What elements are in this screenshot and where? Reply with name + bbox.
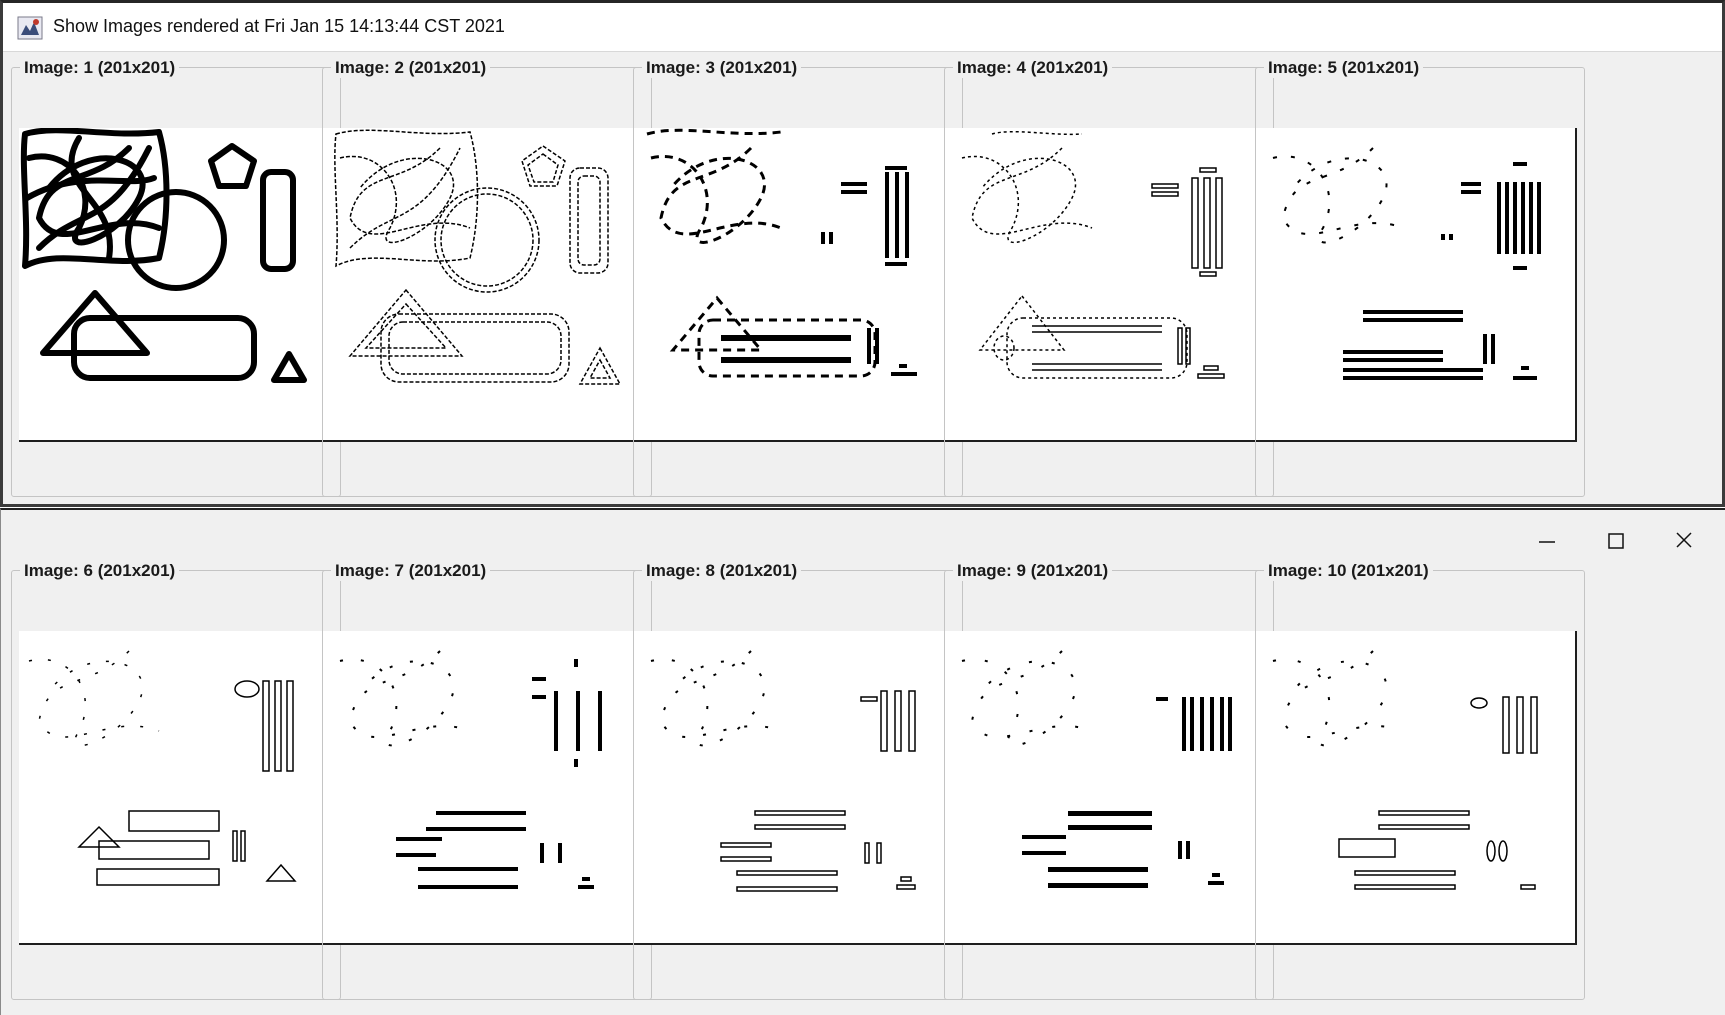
image-panel-title: Image: 9 (201x201) [953, 561, 1113, 581]
image-2-edges [334, 129, 622, 385]
image-canvas [641, 631, 955, 945]
image-panel-9: Image: 9 (201x201) [944, 561, 1274, 1000]
image-canvas [330, 128, 644, 442]
image-panel-title: Image: 4 (201x201) [953, 58, 1113, 78]
image-panel-title: Image: 1 (201x201) [20, 58, 180, 78]
maximize-button[interactable] [1583, 514, 1649, 556]
image-panel-title: Image: 2 (201x201) [331, 58, 491, 78]
image-panel-1: Image: 1 (201x201) [11, 58, 341, 497]
image-panel-2: Image: 2 (201x201) [322, 58, 652, 497]
image-8-edges [650, 650, 916, 892]
image-panel-title: Image: 10 (201x201) [1264, 561, 1433, 581]
image-3-edges [646, 128, 917, 378]
image-panel-title: Image: 6 (201x201) [20, 561, 180, 581]
image-canvas [1263, 128, 1577, 442]
image-canvas [19, 128, 333, 442]
image-4-edges [961, 130, 1225, 379]
image-canvas [952, 631, 1266, 945]
java-app-icon [17, 16, 43, 40]
minimize-icon [1539, 541, 1555, 543]
image-panel-3: Image: 3 (201x201) [633, 58, 963, 497]
image-panel-7: Image: 7 (201x201) [322, 561, 652, 1000]
image-panel-8: Image: 8 (201x201) [633, 561, 963, 1000]
image-9-edges [961, 650, 1232, 888]
minimize-button[interactable] [1514, 514, 1580, 556]
title-bar[interactable]: Show Images rendered at Fri Jan 15 14:13… [3, 3, 1722, 52]
image-7-edges [339, 650, 602, 889]
image-10-edges [1272, 650, 1538, 890]
image-viewer-window: Show Images rendered at Fri Jan 15 14:13… [0, 0, 1725, 507]
window-title: Show Images rendered at Fri Jan 15 14:13… [53, 16, 505, 36]
image-canvas [330, 631, 644, 945]
image-panel-4: Image: 4 (201x201) [944, 58, 1274, 497]
image-canvas [1263, 631, 1577, 945]
maximize-icon [1608, 533, 1624, 549]
image-panel-10: Image: 10 (201x201) [1255, 561, 1585, 1000]
image-panel-5: Image: 5 (201x201) [1255, 58, 1585, 497]
image-5-edges [1272, 147, 1541, 380]
image-viewer-window-2: Image: 6 (201x201) Image: 7 (201x201) [0, 508, 1725, 1015]
image-panel-title: Image: 8 (201x201) [642, 561, 802, 581]
image-1-shapes-outline [20, 128, 307, 383]
close-icon [1676, 532, 1692, 548]
close-button[interactable] [1651, 514, 1717, 556]
image-panel-6: Image: 6 (201x201) [11, 561, 341, 1000]
image-canvas [19, 631, 333, 945]
image-canvas [641, 128, 955, 442]
image-panel-title: Image: 7 (201x201) [331, 561, 491, 581]
image-panel-title: Image: 3 (201x201) [642, 58, 802, 78]
image-6-edges [28, 650, 297, 886]
image-panel-title: Image: 5 (201x201) [1264, 58, 1424, 78]
image-canvas [952, 128, 1266, 442]
